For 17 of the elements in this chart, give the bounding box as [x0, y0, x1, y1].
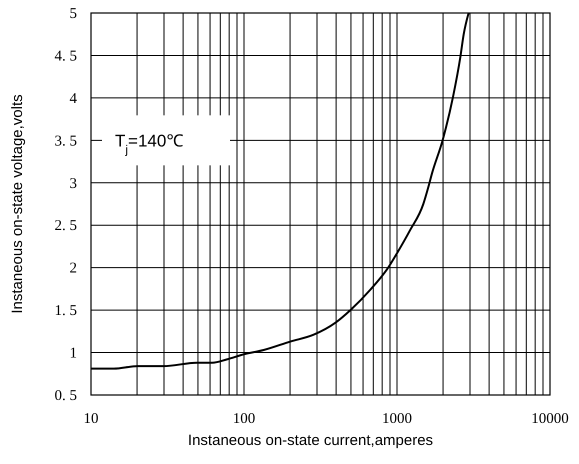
x-tick-label: 1000: [382, 411, 412, 427]
y-tick-label: 0. 5: [54, 388, 77, 404]
y-tick-label: 3: [70, 176, 77, 192]
x-axis-title: Instaneous on-state current,amperes: [188, 432, 434, 449]
x-tick-label: 10: [84, 411, 98, 427]
y-tick-label: 1. 5: [54, 303, 77, 320]
annotation: T$_{j}$=140℃: [115, 131, 184, 156]
y-tick-label: 4: [70, 90, 78, 107]
y-tick-label: 2: [70, 260, 77, 277]
y-axis-title: Instaneous on-state voltage,volts: [9, 94, 26, 314]
y-tick-label: 5: [70, 6, 77, 22]
y-tick-label: 4. 5: [54, 48, 77, 64]
x-tick-label: 10000: [531, 411, 569, 427]
y-tick-label: 1: [70, 346, 77, 362]
x-tick-label: 100: [232, 411, 256, 427]
y-tick-label: 3. 5: [54, 133, 77, 150]
y-tick-label: 2. 5: [54, 218, 77, 234]
